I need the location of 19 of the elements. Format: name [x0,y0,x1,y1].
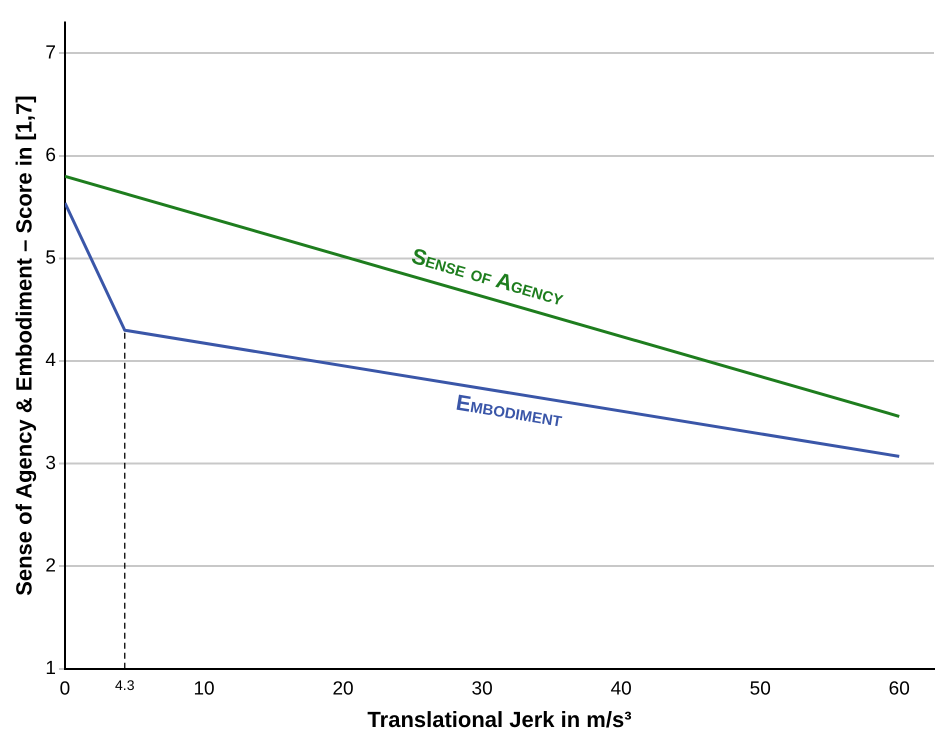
x-tick-label: 50 [750,678,771,700]
y-tick-label: 7 [45,42,56,64]
x-axis-title: Translational Jerk in m/s³ [367,706,632,732]
x-tick-label: 60 [888,678,910,700]
y-tick-label: 5 [45,248,56,269]
y-tick-label: 3 [45,452,56,474]
x-tick-label: 4.3 [115,677,135,694]
text: Embodiment [454,390,564,432]
x-tick-label: 20 [332,678,354,700]
x-tick-label: 10 [193,678,215,700]
y-axis-title: Sense of Agency & Embodiment – Score in [1,7] [11,95,36,596]
y-tick-label: 1 [45,658,56,680]
y-tick-label: 6 [45,145,56,166]
x-tick-label: 0 [60,678,70,700]
x-tick-label: 40 [610,678,632,700]
y-tick-label: 2 [45,555,56,576]
x-tick-label: 30 [472,678,493,700]
text: Sense of Agency [408,242,567,310]
y-tick-label: 4 [45,350,56,372]
